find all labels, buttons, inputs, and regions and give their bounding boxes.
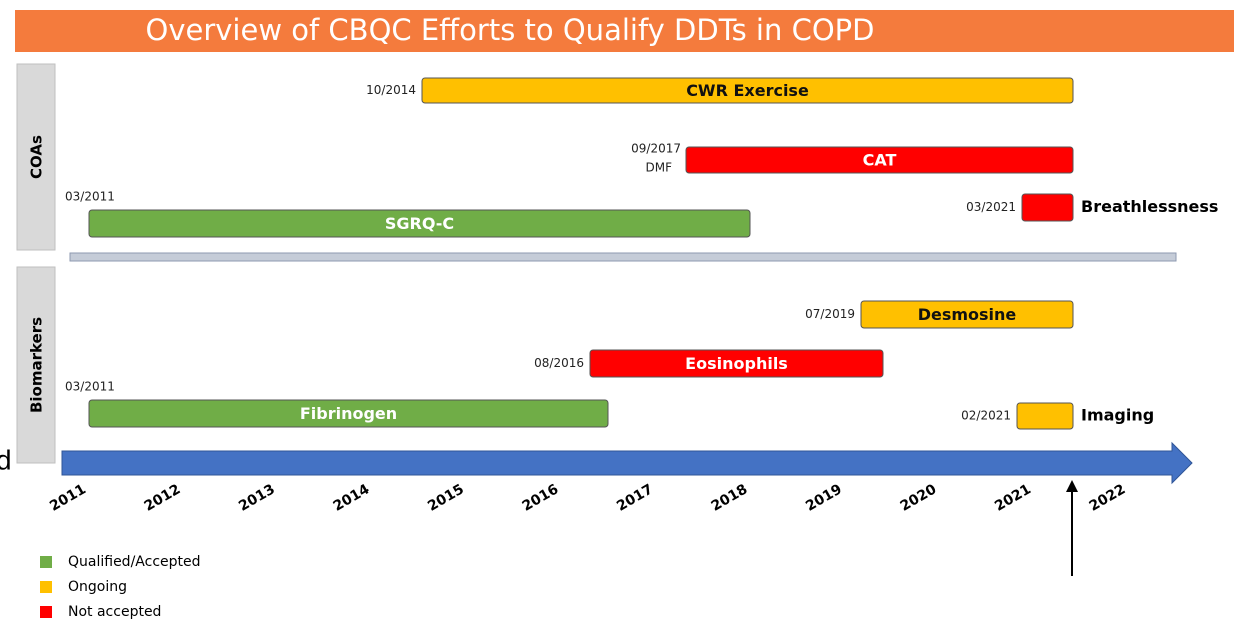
bar-date: 08/2016 (534, 356, 584, 370)
year-label: 2015 (425, 481, 467, 514)
bar-label: Imaging (1081, 406, 1154, 425)
bar-label: Fibrinogen (300, 404, 397, 423)
bar (88, 399, 609, 428)
bar-label: Breathlessness (1081, 197, 1218, 216)
bar (1016, 402, 1074, 430)
group-label: COAs (28, 135, 46, 179)
title: Overview of CBQC Efforts to Qualify DDTs… (146, 13, 875, 47)
legend-swatch (40, 581, 52, 593)
year-label: 2018 (709, 481, 751, 514)
year-label: 2011 (47, 481, 89, 514)
bar-date: 09/2017 (631, 142, 681, 156)
title-banner (15, 10, 1234, 52)
legend-label: Not accepted (68, 604, 161, 620)
bar-date: 03/2021 (966, 200, 1016, 214)
group-box (16, 63, 56, 251)
bar-date: 02/2021 (961, 409, 1011, 423)
bar-label: SGRQ-C (385, 214, 454, 233)
year-label: 2021 (992, 481, 1034, 514)
bar (421, 77, 1074, 104)
legend-swatch (40, 556, 52, 568)
group-box (16, 266, 56, 464)
bar-label: CWR Exercise (686, 81, 809, 100)
time-axis (61, 441, 1193, 485)
bar (860, 300, 1074, 329)
bar-date: 10/2014 (366, 83, 416, 97)
bar-label: Desmosine (918, 305, 1017, 324)
bar (1021, 193, 1074, 222)
bar-label: Eosinophils (685, 354, 788, 373)
year-label: 2019 (803, 481, 845, 514)
bar (685, 146, 1074, 174)
year-label: 2016 (520, 481, 562, 514)
bar-date: 03/2011 (65, 190, 115, 204)
stray-text: d (0, 444, 12, 475)
bar-date: 07/2019 (805, 307, 855, 321)
group-label: Biomarkers (28, 317, 46, 413)
legend-label: Qualified/Accepted (68, 554, 201, 570)
bar-label: CAT (863, 151, 897, 170)
year-label: 2017 (614, 481, 656, 514)
legend-swatch (40, 606, 52, 618)
year-label: 2012 (142, 481, 184, 514)
legend-label: Ongoing (68, 579, 127, 595)
year-label: 2020 (898, 481, 940, 514)
current-marker-head (1066, 480, 1078, 492)
separator (69, 252, 1177, 262)
year-label: 2014 (331, 481, 373, 514)
year-label: 2013 (236, 481, 278, 514)
bar (88, 209, 751, 238)
year-label: 2022 (1087, 481, 1129, 514)
bar-note: DMF (646, 161, 673, 175)
bar-date: 03/2011 (65, 380, 115, 394)
bar (589, 349, 884, 378)
